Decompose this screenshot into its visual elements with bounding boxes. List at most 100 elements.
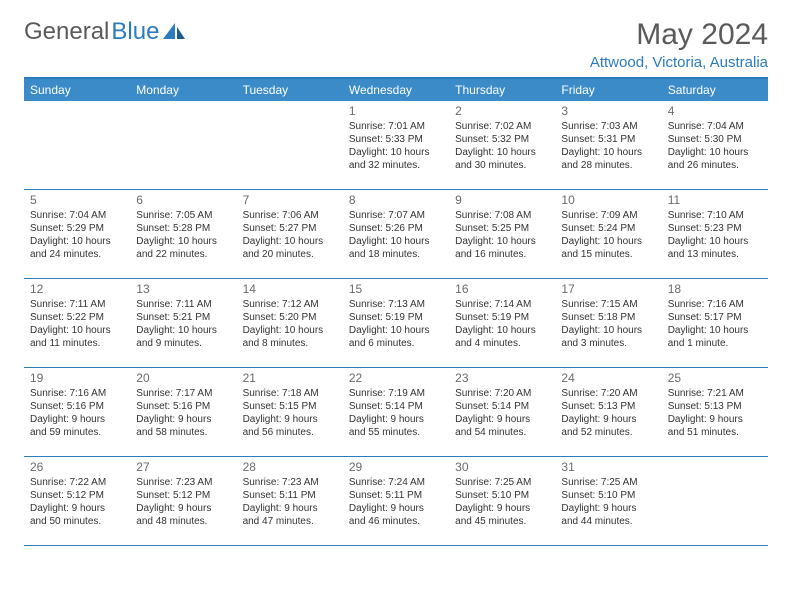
week-row: 1Sunrise: 7:01 AMSunset: 5:33 PMDaylight… (24, 101, 768, 190)
daylight-text: Daylight: 9 hours and 46 minutes. (349, 502, 443, 528)
sunset-text: Sunset: 5:13 PM (561, 400, 655, 413)
sunrise-text: Sunrise: 7:06 AM (243, 209, 337, 222)
sunset-text: Sunset: 5:30 PM (668, 133, 762, 146)
day-number: 10 (561, 193, 655, 207)
day-number: 8 (349, 193, 443, 207)
sunrise-text: Sunrise: 7:23 AM (136, 476, 230, 489)
day-number: 27 (136, 460, 230, 474)
week-row: 26Sunrise: 7:22 AMSunset: 5:12 PMDayligh… (24, 457, 768, 546)
day-cell: 12 Sunrise: 7:11 AMSunset: 5:22 PMDayligh… (24, 279, 130, 367)
day-cell: 13Sunrise: 7:11 AMSunset: 5:21 PMDayligh… (130, 279, 236, 367)
sunrise-text: Sunrise: 7:04 AM (668, 120, 762, 133)
sunrise-text: Sunrise: 7:11 AM (136, 298, 230, 311)
day-cell: 29Sunrise: 7:24 AMSunset: 5:11 PMDayligh… (343, 457, 449, 545)
sunset-text: Sunset: 5:18 PM (561, 311, 655, 324)
day-header: Tuesday (237, 79, 343, 101)
day-cell (662, 457, 768, 545)
day-info: Sunrise: 7:19 AMSunset: 5:14 PMDaylight:… (349, 387, 443, 439)
day-info: Sunrise: 7:16 AMSunset: 5:16 PMDaylight:… (30, 387, 124, 439)
day-info: Sunrise: 7:08 AMSunset: 5:25 PMDaylight:… (455, 209, 549, 261)
day-info: Sunrise: 7:23 AMSunset: 5:12 PMDaylight:… (136, 476, 230, 528)
day-number: 31 (561, 460, 655, 474)
sunset-text: Sunset: 5:32 PM (455, 133, 549, 146)
daylight-text: Daylight: 9 hours and 48 minutes. (136, 502, 230, 528)
day-number: 1 (349, 104, 443, 118)
sunset-text: Sunset: 5:19 PM (349, 311, 443, 324)
day-number: 23 (455, 371, 549, 385)
day-info: Sunrise: 7:05 AMSunset: 5:28 PMDaylight:… (136, 209, 230, 261)
day-info: Sunrise: 7:14 AMSunset: 5:19 PMDaylight:… (455, 298, 549, 350)
daylight-text: Daylight: 10 hours and 24 minutes. (30, 235, 124, 261)
day-cell: 3Sunrise: 7:03 AMSunset: 5:31 PMDaylight… (555, 101, 661, 189)
sunset-text: Sunset: 5:16 PM (30, 400, 124, 413)
day-cell: 17Sunrise: 7:15 AMSunset: 5:18 PMDayligh… (555, 279, 661, 367)
day-info: Sunrise: 7:02 AMSunset: 5:32 PMDaylight:… (455, 120, 549, 172)
daylight-text: Daylight: 9 hours and 44 minutes. (561, 502, 655, 528)
day-info: Sunrise: 7:25 AMSunset: 5:10 PMDaylight:… (455, 476, 549, 528)
daylight-text: Daylight: 10 hours and 32 minutes. (349, 146, 443, 172)
sunset-text: Sunset: 5:31 PM (561, 133, 655, 146)
week-row: 12 Sunrise: 7:11 AMSunset: 5:22 PMDayligh… (24, 279, 768, 368)
sunset-text: Sunset: 5:23 PM (668, 222, 762, 235)
day-info: Sunrise: 7:13 AMSunset: 5:19 PMDaylight:… (349, 298, 443, 350)
day-header: Saturday (662, 79, 768, 101)
daylight-text: Daylight: 10 hours and 30 minutes. (455, 146, 549, 172)
day-header: Wednesday (343, 79, 449, 101)
day-number: 29 (349, 460, 443, 474)
sunrise-text: Sunrise: 7:23 AM (243, 476, 337, 489)
day-cell: 5Sunrise: 7:04 AMSunset: 5:29 PMDaylight… (24, 190, 130, 278)
sunrise-text: Sunrise: 7:02 AM (455, 120, 549, 133)
sunset-text: Sunset: 5:20 PM (243, 311, 337, 324)
daylight-text: Daylight: 10 hours and 15 minutes. (561, 235, 655, 261)
day-cell (237, 101, 343, 189)
day-info: Sunrise: 7:11 AMSunset: 5:22 PMDaylight:… (30, 298, 124, 350)
sunrise-text: Sunrise: 7:03 AM (561, 120, 655, 133)
daylight-text: Daylight: 9 hours and 55 minutes. (349, 413, 443, 439)
daylight-text: Daylight: 10 hours and 16 minutes. (455, 235, 549, 261)
month-title: May 2024 (590, 18, 768, 52)
day-number: 5 (30, 193, 124, 207)
sunset-text: Sunset: 5:10 PM (561, 489, 655, 502)
day-header: Monday (130, 79, 236, 101)
sunset-text: Sunset: 5:14 PM (455, 400, 549, 413)
day-cell: 10Sunrise: 7:09 AMSunset: 5:24 PMDayligh… (555, 190, 661, 278)
title-block: May 2024 Attwood, Victoria, Australia (590, 18, 768, 71)
daylight-text: Daylight: 9 hours and 52 minutes. (561, 413, 655, 439)
sunrise-text: Sunrise: 7:05 AM (136, 209, 230, 222)
day-number: 26 (30, 460, 124, 474)
day-cell: 18Sunrise: 7:16 AMSunset: 5:17 PMDayligh… (662, 279, 768, 367)
daylight-text: Daylight: 9 hours and 47 minutes. (243, 502, 337, 528)
sunrise-text: Sunrise: 7:12 AM (243, 298, 337, 311)
sunrise-text: Sunrise: 7:13 AM (349, 298, 443, 311)
day-number: 15 (349, 282, 443, 296)
sunset-text: Sunset: 5:19 PM (455, 311, 549, 324)
calendar: SundayMondayTuesdayWednesdayThursdayFrid… (24, 77, 768, 546)
day-cell: 8 Sunrise: 7:07 AMSunset: 5:26 PMDaylight… (343, 190, 449, 278)
sunset-text: Sunset: 5:12 PM (136, 489, 230, 502)
sunset-text: Sunset: 5:17 PM (668, 311, 762, 324)
daylight-text: Daylight: 10 hours and 3 minutes. (561, 324, 655, 350)
week-row: 5Sunrise: 7:04 AMSunset: 5:29 PMDaylight… (24, 190, 768, 279)
daylight-text: Daylight: 9 hours and 54 minutes. (455, 413, 549, 439)
day-number: 9 (455, 193, 549, 207)
sunset-text: Sunset: 5:21 PM (136, 311, 230, 324)
day-number: 2 (455, 104, 549, 118)
day-info: Sunrise: 7:07 AMSunset: 5:26 PMDaylight:… (349, 209, 443, 261)
sunrise-text: Sunrise: 7:24 AM (349, 476, 443, 489)
day-number: 25 (668, 371, 762, 385)
sunset-text: Sunset: 5:10 PM (455, 489, 549, 502)
day-cell: 28Sunrise: 7:23 AMSunset: 5:11 PMDayligh… (237, 457, 343, 545)
day-number: 4 (668, 104, 762, 118)
day-cell: 15 Sunrise: 7:13 AMSunset: 5:19 PMDayligh… (343, 279, 449, 367)
sunrise-text: Sunrise: 7:21 AM (668, 387, 762, 400)
daylight-text: Daylight: 10 hours and 20 minutes. (243, 235, 337, 261)
logo-text-gray: General (24, 18, 109, 46)
daylight-text: Daylight: 10 hours and 6 minutes. (349, 324, 443, 350)
day-info: Sunrise: 7:17 AMSunset: 5:16 PMDaylight:… (136, 387, 230, 439)
sunrise-text: Sunrise: 7:17 AM (136, 387, 230, 400)
day-number: 12 (30, 282, 124, 296)
day-cell: 9 Sunrise: 7:08 AMSunset: 5:25 PMDaylight… (449, 190, 555, 278)
day-cell: 2 Sunrise: 7:02 AMSunset: 5:32 PMDaylight… (449, 101, 555, 189)
day-info: Sunrise: 7:12 AMSunset: 5:20 PMDaylight:… (243, 298, 337, 350)
day-headers-row: SundayMondayTuesdayWednesdayThursdayFrid… (24, 79, 768, 101)
